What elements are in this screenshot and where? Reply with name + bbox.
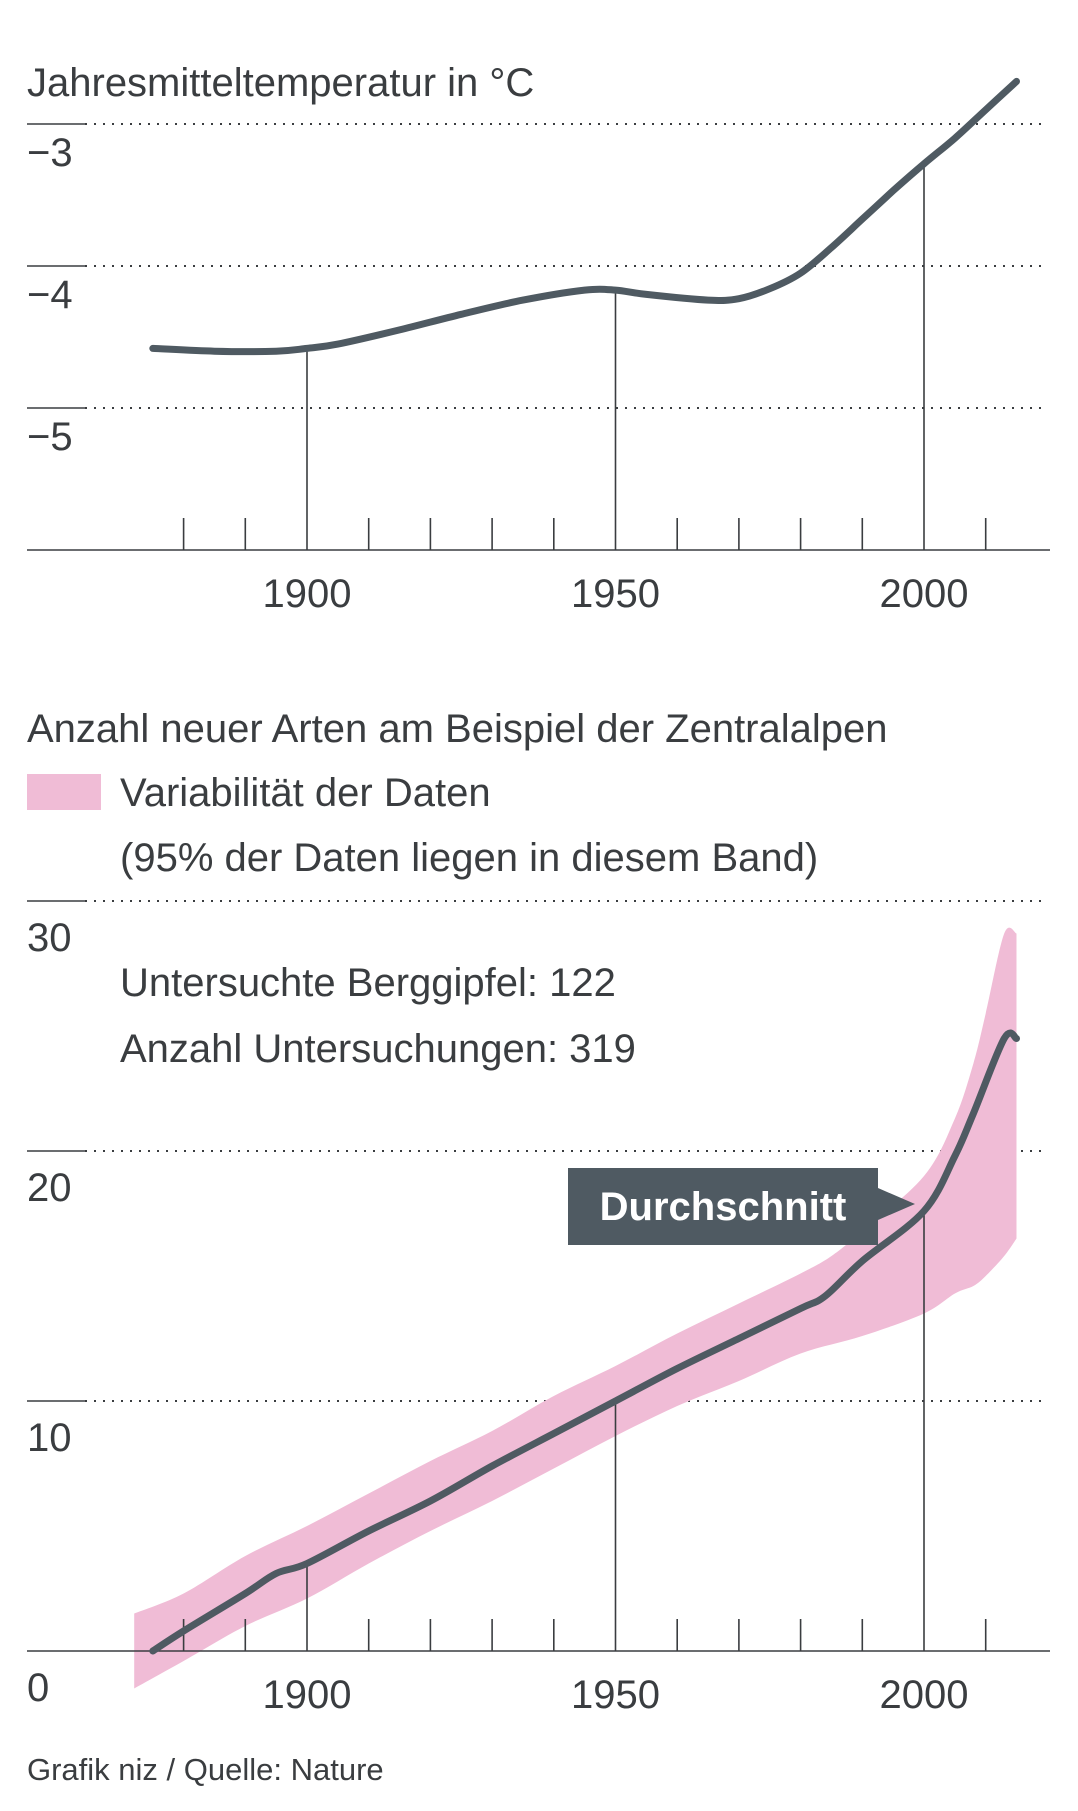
species-y-ticks: 0 10 20 30 — [27, 916, 72, 1710]
x-tick-label: 2000 — [880, 1673, 969, 1717]
legend-label: Variabilität der Daten — [120, 771, 491, 815]
annotation-surveys: Anzahl Untersuchungen: 319 — [120, 1027, 636, 1071]
y-tick-label: 20 — [27, 1166, 72, 1210]
average-series-line — [149, 1029, 1020, 1655]
y-tick-label: −5 — [27, 415, 73, 459]
y-tick-label: 0 — [27, 1666, 49, 1710]
species-chart-title: Anzahl neuer Arten am Beispiel der Zentr… — [27, 707, 888, 751]
x-tick-label: 1950 — [571, 572, 660, 616]
y-tick-label: −4 — [27, 273, 73, 317]
species-drop-lines — [306, 1211, 925, 1651]
x-tick-label: 1950 — [571, 1673, 660, 1717]
species-chart: Anzahl neuer Arten am Beispiel der Zentr… — [27, 707, 1050, 1787]
temperature-x-ticks: 1900 1950 2000 — [182, 518, 987, 616]
legend-sublabel: (95% der Daten liegen in diesem Band) — [120, 836, 818, 880]
callout-label: Durchschnitt — [600, 1185, 847, 1229]
x-tick-label: 1900 — [263, 572, 352, 616]
y-tick-label: 30 — [27, 916, 72, 960]
temperature-gridlines — [27, 123, 1048, 409]
annotation-summits: Untersuchte Berggipfel: 122 — [120, 961, 616, 1005]
species-x-ticks: 1900 1950 2000 — [182, 1619, 987, 1717]
temperature-y-ticks: −3 −4 −5 — [27, 131, 73, 459]
variability-band — [134, 927, 1017, 1689]
callout-box — [568, 1168, 915, 1245]
temperature-drop-lines — [306, 163, 925, 550]
species-gridlines — [27, 900, 1048, 1402]
y-tick-label: 10 — [27, 1416, 72, 1460]
temperature-chart: Jahresmitteltemperatur in °C −3 −4 −5 1900… — [27, 61, 1050, 616]
legend-band-swatch — [27, 774, 101, 810]
temperature-chart-title: Jahresmitteltemperatur in °C — [27, 61, 534, 105]
source-credit: Grafik niz / Quelle: Nature — [27, 1752, 384, 1787]
average-callout: Durchschnitt — [568, 1168, 915, 1245]
x-tick-label: 2000 — [880, 572, 969, 616]
temperature-series-line — [149, 77, 1020, 356]
x-tick-label: 1900 — [263, 1673, 352, 1717]
y-tick-label: −3 — [27, 131, 73, 175]
